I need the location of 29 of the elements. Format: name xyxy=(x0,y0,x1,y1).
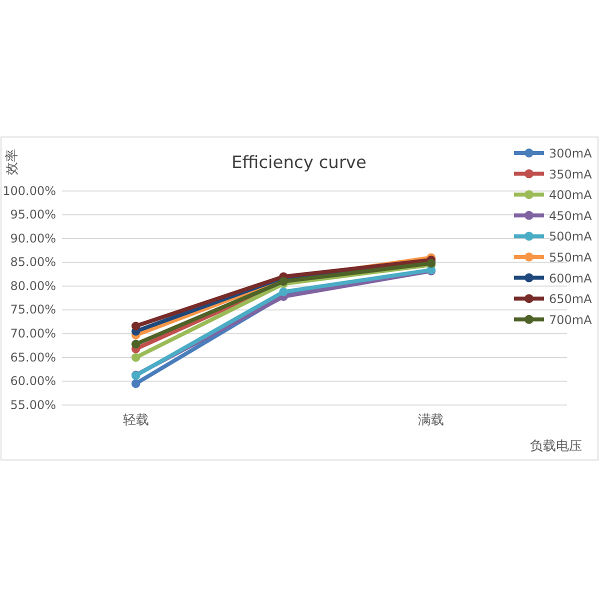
y-tick-label: 100.00% xyxy=(2,184,56,198)
y-tick-label: 95.00% xyxy=(10,208,56,222)
legend-label: 350mA xyxy=(549,167,593,182)
legend-label: 700mA xyxy=(549,312,593,327)
y-tick-label: 75.00% xyxy=(10,302,56,317)
y-tick-label: 90.00% xyxy=(10,231,56,246)
x-tick-label: 满载 xyxy=(418,412,444,428)
legend-label: 500mA xyxy=(549,230,593,244)
legend-label: 300mA xyxy=(549,146,593,160)
y-tick-label: 60.00% xyxy=(10,374,56,388)
y-tick-label: 65.00% xyxy=(10,350,56,364)
chart-title: Efficiency curve xyxy=(232,153,366,173)
legend-label: 600mA xyxy=(549,271,593,286)
legend-label: 650mA xyxy=(549,292,593,306)
point xyxy=(131,340,140,348)
legend-label: 550mA xyxy=(549,250,593,264)
point xyxy=(131,379,140,388)
point xyxy=(131,322,140,330)
legend-label: 450mA xyxy=(549,208,593,223)
y-tick-label: 80.00% xyxy=(10,278,56,293)
x-axis-title: 负载电压 xyxy=(530,439,582,454)
x-tick-label: 轻载 xyxy=(122,412,149,428)
y-tick-label: 70.00% xyxy=(10,326,56,341)
y-axis-title: 效率 xyxy=(4,149,20,175)
legend-label: 400mA xyxy=(549,188,593,202)
point xyxy=(131,353,140,362)
y-tick-label: 85.00% xyxy=(10,255,56,270)
y-tick-label: 55.00% xyxy=(10,398,56,412)
point xyxy=(279,287,288,296)
